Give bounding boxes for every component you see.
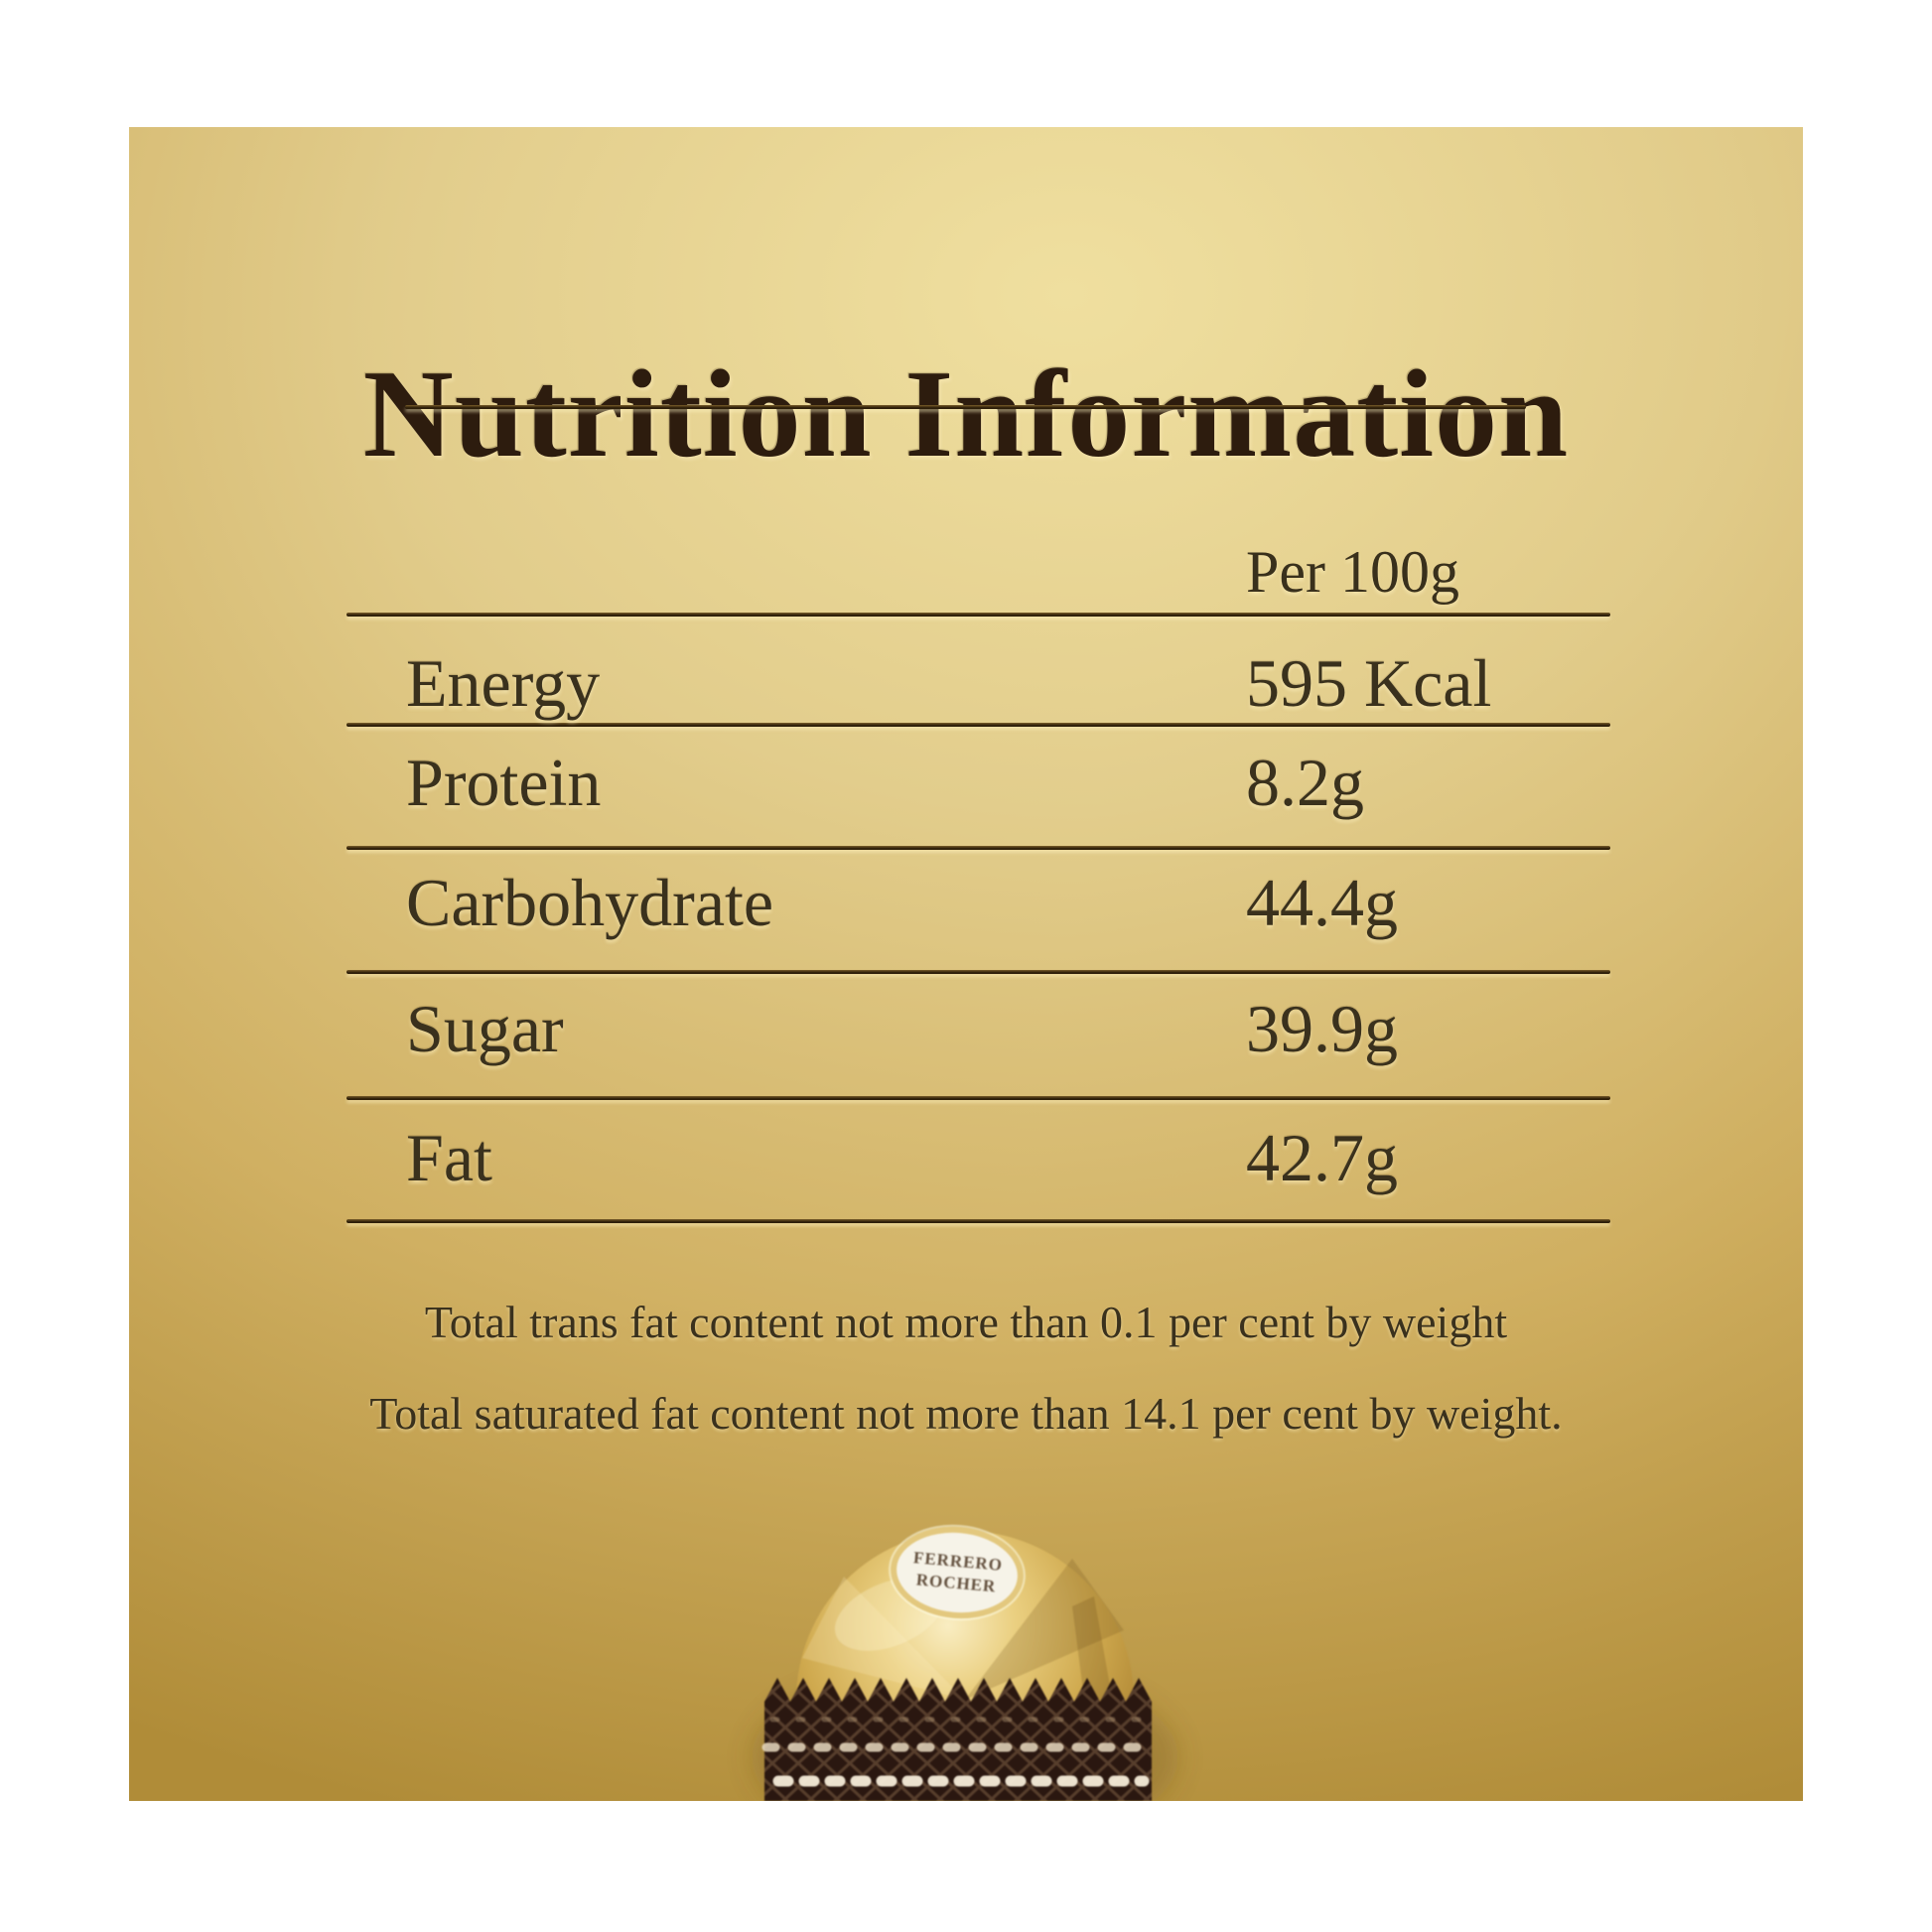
footnote-trans-fat: Total trans fat content not more than 0.… [424, 1297, 1508, 1347]
ferrero-rocher-photo: FERRERO ROCHER [752, 1524, 1178, 1801]
row-value-fat: 42.7g [1246, 1120, 1398, 1195]
row-label-energy: Energy [406, 645, 601, 721]
table-divider [346, 723, 1610, 727]
row-value-carbohydrate: 44.4g [1246, 865, 1398, 940]
nutrition-panel: Nutrition Information Per 100g Energy 59… [129, 127, 1803, 1801]
footnote-saturated-fat: Total saturated fat content not more tha… [369, 1388, 1563, 1439]
row-value-protein: 8.2g [1246, 745, 1364, 820]
row-value-sugar: 39.9g [1246, 991, 1398, 1066]
ferrero-label: FERRERO ROCHER [889, 1524, 1026, 1621]
table-divider [346, 613, 1610, 617]
paper-cup [761, 1678, 1155, 1801]
table-divider [346, 970, 1610, 974]
column-header-per-100g: Per 100g [1246, 539, 1459, 605]
row-label-carbohydrate: Carbohydrate [406, 865, 774, 940]
row-value-energy: 595 Kcal [1246, 645, 1492, 721]
row-label-fat: Fat [406, 1120, 492, 1195]
table-divider [346, 1219, 1610, 1223]
page-title: Nutrition Information [362, 345, 1570, 483]
table-divider [346, 846, 1610, 850]
row-label-protein: Protein [406, 745, 602, 820]
title-underline [405, 405, 1526, 409]
row-label-sugar: Sugar [406, 991, 564, 1066]
table-divider [346, 1096, 1610, 1100]
